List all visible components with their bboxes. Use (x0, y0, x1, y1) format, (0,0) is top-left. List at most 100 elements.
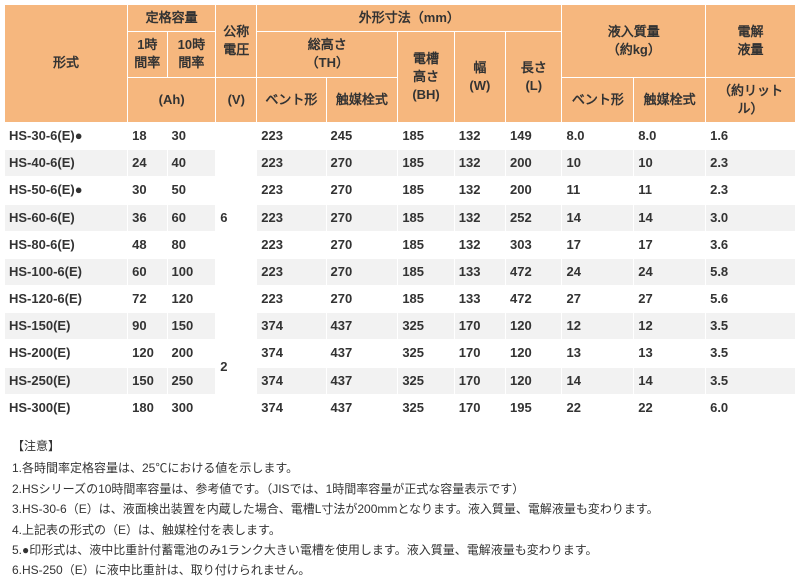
cell-1h: 90 (128, 313, 167, 340)
hdr-voltage: 公称電圧 (216, 5, 257, 78)
cell-mass-vent: 14 (562, 367, 634, 394)
table-row: HS-120-6(E)7212022327018513347227275.6 (5, 286, 796, 313)
table-row: HS-30-6(E)●183062232451851321498.08.01.6 (5, 122, 796, 149)
cell-mass-cat: 14 (634, 367, 706, 394)
cell-mass-cat: 13 (634, 340, 706, 367)
cell-mass-vent: 14 (562, 204, 634, 231)
cell-mass-vent: 27 (562, 286, 634, 313)
note-item: 6.HS-250（E）に液中比重計は、取り付けられません。 (12, 560, 796, 580)
cell-th-vent: 374 (257, 313, 326, 340)
cell-model: HS-100-6(E) (5, 258, 128, 285)
cell-mass-cat: 10 (634, 150, 706, 177)
hdr-vent-2: ベント形 (562, 77, 634, 122)
cell-10h: 40 (167, 150, 216, 177)
cell-w: 133 (454, 286, 505, 313)
hdr-10h: 10時間率 (167, 32, 216, 77)
cell-l: 200 (506, 150, 562, 177)
table-row: HS-60-6(E)366022327018513225214143.0 (5, 204, 796, 231)
table-row: HS-150(E)90150237443732517012012123.5 (5, 313, 796, 340)
cell-1h: 60 (128, 258, 167, 285)
cell-bh: 325 (398, 367, 454, 394)
cell-th-cat: 437 (326, 340, 398, 367)
cell-1h: 120 (128, 340, 167, 367)
cell-mass-cat: 12 (634, 313, 706, 340)
cell-electrolyte: 5.8 (706, 258, 796, 285)
notes-block: 【注意】 1.各時間率定格容量は、25℃における値を示します。2.HSシリーズの… (4, 436, 796, 581)
cell-th-vent: 223 (257, 177, 326, 204)
table-row: HS-200(E)12020037443732517012013133.5 (5, 340, 796, 367)
cell-mass-cat: 8.0 (634, 122, 706, 149)
table-row: HS-300(E)18030037443732517019522226.0 (5, 394, 796, 421)
hdr-electrolyte: 電解液量 (706, 5, 796, 78)
cell-th-cat: 437 (326, 394, 398, 421)
cell-electrolyte: 3.5 (706, 313, 796, 340)
cell-10h: 30 (167, 122, 216, 149)
cell-mass-vent: 13 (562, 340, 634, 367)
cell-mass-cat: 14 (634, 204, 706, 231)
hdr-w: 幅(W) (454, 32, 505, 123)
hdr-bh: 電槽高さ(BH) (398, 32, 454, 123)
cell-mass-vent: 22 (562, 394, 634, 421)
cell-model: HS-150(E) (5, 313, 128, 340)
cell-th-cat: 437 (326, 367, 398, 394)
cell-w: 132 (454, 177, 505, 204)
cell-1h: 72 (128, 286, 167, 313)
cell-th-vent: 223 (257, 204, 326, 231)
cell-10h: 80 (167, 231, 216, 258)
cell-w: 170 (454, 394, 505, 421)
cell-w: 170 (454, 340, 505, 367)
cell-mass-cat: 24 (634, 258, 706, 285)
cell-l: 195 (506, 394, 562, 421)
cell-w: 132 (454, 231, 505, 258)
cell-w: 170 (454, 313, 505, 340)
cell-bh: 185 (398, 231, 454, 258)
note-item: 2.HSシリーズの10時間率容量は、参考値です。（JISでは、1時間率容量が正式… (12, 479, 796, 499)
hdr-vent: ベント形 (257, 77, 326, 122)
cell-model: HS-120-6(E) (5, 286, 128, 313)
cell-voltage: 6 (216, 122, 257, 312)
cell-model: HS-80-6(E) (5, 231, 128, 258)
cell-10h: 60 (167, 204, 216, 231)
cell-mass-vent: 12 (562, 313, 634, 340)
cell-electrolyte: 1.6 (706, 122, 796, 149)
cell-w: 132 (454, 150, 505, 177)
hdr-dimensions: 外形寸法（mm） (257, 5, 562, 32)
table-row: HS-250(E)15025037443732517012014143.5 (5, 367, 796, 394)
cell-mass-vent: 10 (562, 150, 634, 177)
cell-electrolyte: 3.5 (706, 367, 796, 394)
cell-model: HS-60-6(E) (5, 204, 128, 231)
hdr-catalyst: 触媒栓式 (326, 77, 398, 122)
cell-mass-cat: 27 (634, 286, 706, 313)
hdr-l: 長さ(L) (506, 32, 562, 123)
cell-th-cat: 270 (326, 204, 398, 231)
notes-title: 【注意】 (12, 436, 796, 456)
cell-w: 132 (454, 122, 505, 149)
cell-10h: 150 (167, 313, 216, 340)
cell-bh: 325 (398, 394, 454, 421)
note-item: 3.HS-30-6（E）は、液面検出装置を内蔵した場合、電槽L寸法が200mmと… (12, 499, 796, 519)
cell-electrolyte: 2.3 (706, 177, 796, 204)
table-row: HS-100-6(E)6010022327018513347224245.8 (5, 258, 796, 285)
cell-th-vent: 223 (257, 231, 326, 258)
table-row: HS-50-6(E)●305022327018513220011112.3 (5, 177, 796, 204)
cell-1h: 180 (128, 394, 167, 421)
cell-l: 120 (506, 313, 562, 340)
cell-10h: 100 (167, 258, 216, 285)
cell-th-vent: 223 (257, 122, 326, 149)
cell-1h: 30 (128, 177, 167, 204)
cell-10h: 250 (167, 367, 216, 394)
cell-10h: 300 (167, 394, 216, 421)
cell-1h: 36 (128, 204, 167, 231)
cell-mass-cat: 11 (634, 177, 706, 204)
cell-mass-cat: 22 (634, 394, 706, 421)
cell-1h: 24 (128, 150, 167, 177)
cell-th-cat: 270 (326, 150, 398, 177)
cell-electrolyte: 3.0 (706, 204, 796, 231)
cell-model: HS-40-6(E) (5, 150, 128, 177)
cell-mass-vent: 17 (562, 231, 634, 258)
cell-th-cat: 270 (326, 258, 398, 285)
cell-model: HS-200(E) (5, 340, 128, 367)
cell-voltage: 2 (216, 313, 257, 422)
cell-l: 303 (506, 231, 562, 258)
cell-th-cat: 270 (326, 286, 398, 313)
